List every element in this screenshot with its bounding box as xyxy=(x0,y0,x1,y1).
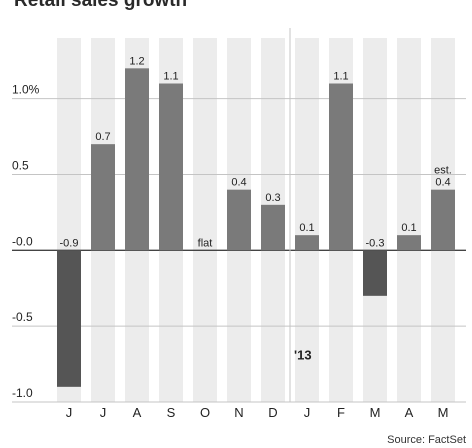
column-bands xyxy=(57,38,455,402)
bar xyxy=(227,189,251,251)
column-band xyxy=(193,38,217,402)
value-label: 0.3 xyxy=(265,192,280,204)
bar xyxy=(91,144,115,251)
gridlines xyxy=(12,28,466,403)
chart-title: Retail sales growth xyxy=(14,0,188,11)
x-category-label: A xyxy=(405,405,414,420)
value-label: 1.2 xyxy=(129,55,144,67)
annotation-label: '13 xyxy=(294,348,312,363)
x-category-label: N xyxy=(234,405,243,420)
bar xyxy=(159,83,183,251)
value-label: 1.1 xyxy=(333,71,348,83)
bar xyxy=(363,250,387,296)
x-category-label: S xyxy=(167,405,176,420)
value-label: -0.9 xyxy=(60,237,79,249)
y-tick-label: 0.5 xyxy=(12,159,29,173)
y-axis-ticks: 1.0% 0.5 -0.0 -0.5 -1.0 xyxy=(12,83,40,400)
y-tick-label: -0.0 xyxy=(12,234,33,248)
value-label: 0.1 xyxy=(401,222,416,234)
source-note: Source: FactSet xyxy=(387,434,466,446)
x-category-label: O xyxy=(200,405,210,420)
value-label: 0.4 xyxy=(231,177,246,189)
value-label: -0.3 xyxy=(366,237,385,249)
bar xyxy=(295,235,319,251)
annotations: est. '13 xyxy=(294,165,452,363)
bars xyxy=(57,68,455,387)
value-labels: -0.9 0.7 1.2 1.1 flat 0.4 0.3 0.1 1.1 -0.3 0.1 0.4 xyxy=(60,55,451,249)
x-category-label: J xyxy=(100,405,107,420)
x-category-label: J xyxy=(66,405,73,420)
x-category-label: J xyxy=(304,405,311,420)
value-label: 1.1 xyxy=(163,71,178,83)
x-category-label: A xyxy=(133,405,142,420)
column-band xyxy=(397,38,421,402)
bar xyxy=(431,189,455,251)
y-tick-label: -0.5 xyxy=(12,310,33,324)
bar xyxy=(261,204,285,251)
column-band xyxy=(363,38,387,402)
bar xyxy=(57,250,81,387)
x-category-label: F xyxy=(337,405,345,420)
x-category-label: M xyxy=(370,405,381,420)
y-tick-label: -1.0 xyxy=(12,386,33,400)
annotation-label: est. xyxy=(434,165,452,177)
x-category-label: M xyxy=(438,405,449,420)
bar xyxy=(329,83,353,251)
y-tick-label: 1.0% xyxy=(12,83,40,97)
value-label: 0.4 xyxy=(435,177,450,189)
bar xyxy=(125,68,149,251)
value-label: flat xyxy=(198,237,213,249)
bar xyxy=(397,235,421,251)
x-category-label: D xyxy=(268,405,277,420)
value-label: 0.7 xyxy=(95,131,110,143)
value-label: 0.1 xyxy=(299,222,314,234)
